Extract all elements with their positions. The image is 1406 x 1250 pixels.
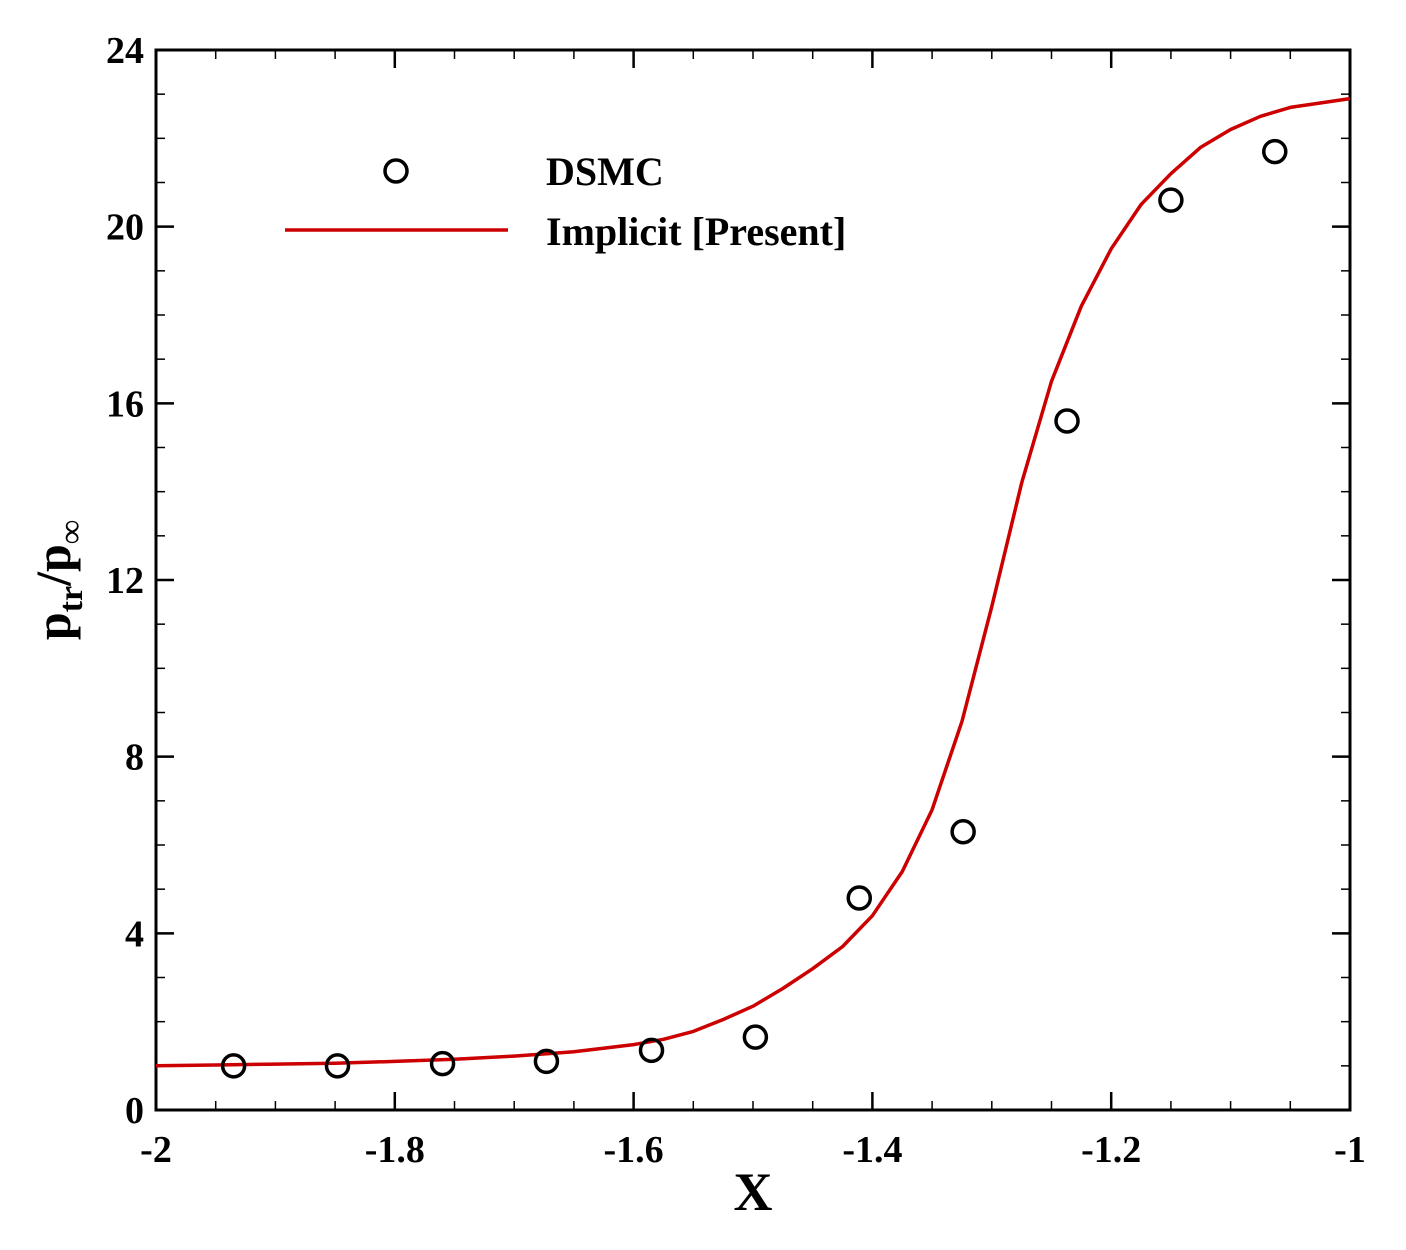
series-line-implicit [155, 96, 1351, 1068]
x-tick-label: -1.8 [365, 1129, 425, 1171]
series-layer [155, 96, 1351, 1079]
data-point-dsmc [846, 885, 873, 911]
y-axis-title: ptr/p∞ [25, 520, 90, 640]
y-axis-title-p: p [25, 612, 81, 640]
y-tick-label: 24 [106, 30, 144, 72]
legend-implicit-label: Implicit [Present] [546, 209, 846, 254]
y-axis-title-sub2: ∞ [53, 520, 90, 544]
y-axis-title-p2: p [25, 544, 81, 572]
data-point-dsmc [533, 1048, 560, 1075]
data-point-dsmc [1262, 138, 1288, 165]
data-point-dsmc [429, 1050, 456, 1077]
y-tick-label: 0 [125, 1090, 144, 1132]
minor-ticks [156, 50, 1350, 1110]
data-point-dsmc [742, 1024, 769, 1050]
data-point-dsmc [1158, 187, 1184, 213]
y-axis-title-sub: tr [53, 586, 90, 612]
y-tick-label: 8 [125, 737, 144, 779]
x-tick-label: -1.2 [1081, 1129, 1141, 1171]
y-tick-label: 4 [125, 913, 144, 955]
y-tick-label: 20 [106, 207, 144, 249]
legend-dsmc-marker [383, 158, 409, 184]
y-tick-labels: 0 4 8 12 16 20 24 [106, 30, 144, 1132]
data-point-dsmc [220, 1053, 247, 1079]
data-point-dsmc [950, 819, 976, 845]
legend: DSMC Implicit [Present] [285, 149, 846, 254]
y-axis-title-slash: / [25, 571, 81, 587]
x-tick-label: -1 [1334, 1129, 1366, 1171]
data-point-dsmc [324, 1053, 351, 1079]
x-tick-labels: -2 -1.8 -1.6 -1.4 -1.2 -1 [140, 1129, 1366, 1171]
x-tick-label: -1.6 [604, 1129, 664, 1171]
x-tick-label: -2 [140, 1129, 172, 1171]
x-axis-title: X [734, 1162, 773, 1222]
y-tick-label: 12 [106, 560, 144, 602]
major-ticks [154, 48, 1352, 1112]
data-point-dsmc [1054, 408, 1080, 434]
y-tick-label: 16 [106, 383, 144, 425]
x-tick-label: -1.4 [842, 1129, 902, 1171]
legend-dsmc-label: DSMC [546, 149, 664, 194]
data-point-dsmc [638, 1037, 665, 1064]
